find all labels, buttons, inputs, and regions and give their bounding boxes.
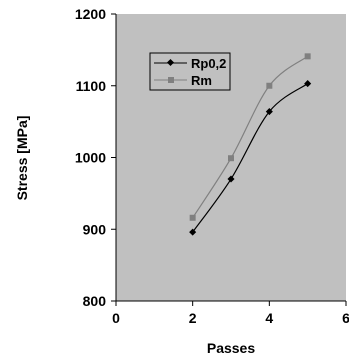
legend-marker-rm (168, 77, 174, 83)
tick-labels: 800 900 1000 1100 1200 0 2 4 6 (75, 6, 349, 326)
x-tick-label: 2 (189, 310, 197, 326)
x-tick-label: 6 (342, 310, 349, 326)
data-point-rp02 (227, 175, 235, 183)
data-point-rm (189, 214, 196, 221)
y-tick-label: 1000 (75, 150, 106, 166)
data-point-rm (228, 155, 234, 162)
y-tick-label: 900 (83, 221, 107, 237)
series-line-rm (192, 55, 309, 219)
x-axis-title: Passes (207, 340, 255, 356)
y-tick-label: 1100 (76, 78, 107, 94)
series-line-rp02 (192, 83, 309, 233)
y-tick-label: 1200 (75, 6, 106, 22)
data-point-rp02 (189, 228, 197, 236)
data-point-rm (304, 53, 311, 60)
x-tick-label: 4 (265, 310, 273, 326)
data-point-rp02 (304, 80, 312, 88)
legend: Rp0,2 Rm (149, 52, 231, 91)
legend-marker-rp02 (166, 58, 175, 67)
data-point-rm (266, 82, 273, 89)
legend-label-rp02: Rp0,2 (191, 56, 226, 71)
y-tick-label: 800 (83, 293, 107, 309)
y-axis-title: Stress [MPa] (14, 116, 30, 201)
data-point-rp02 (265, 108, 273, 116)
legend-label-rm: Rm (191, 73, 212, 88)
axes (111, 13, 347, 306)
legend-box (149, 52, 231, 91)
series-layer (189, 53, 312, 236)
x-tick-label: 0 (112, 310, 120, 326)
